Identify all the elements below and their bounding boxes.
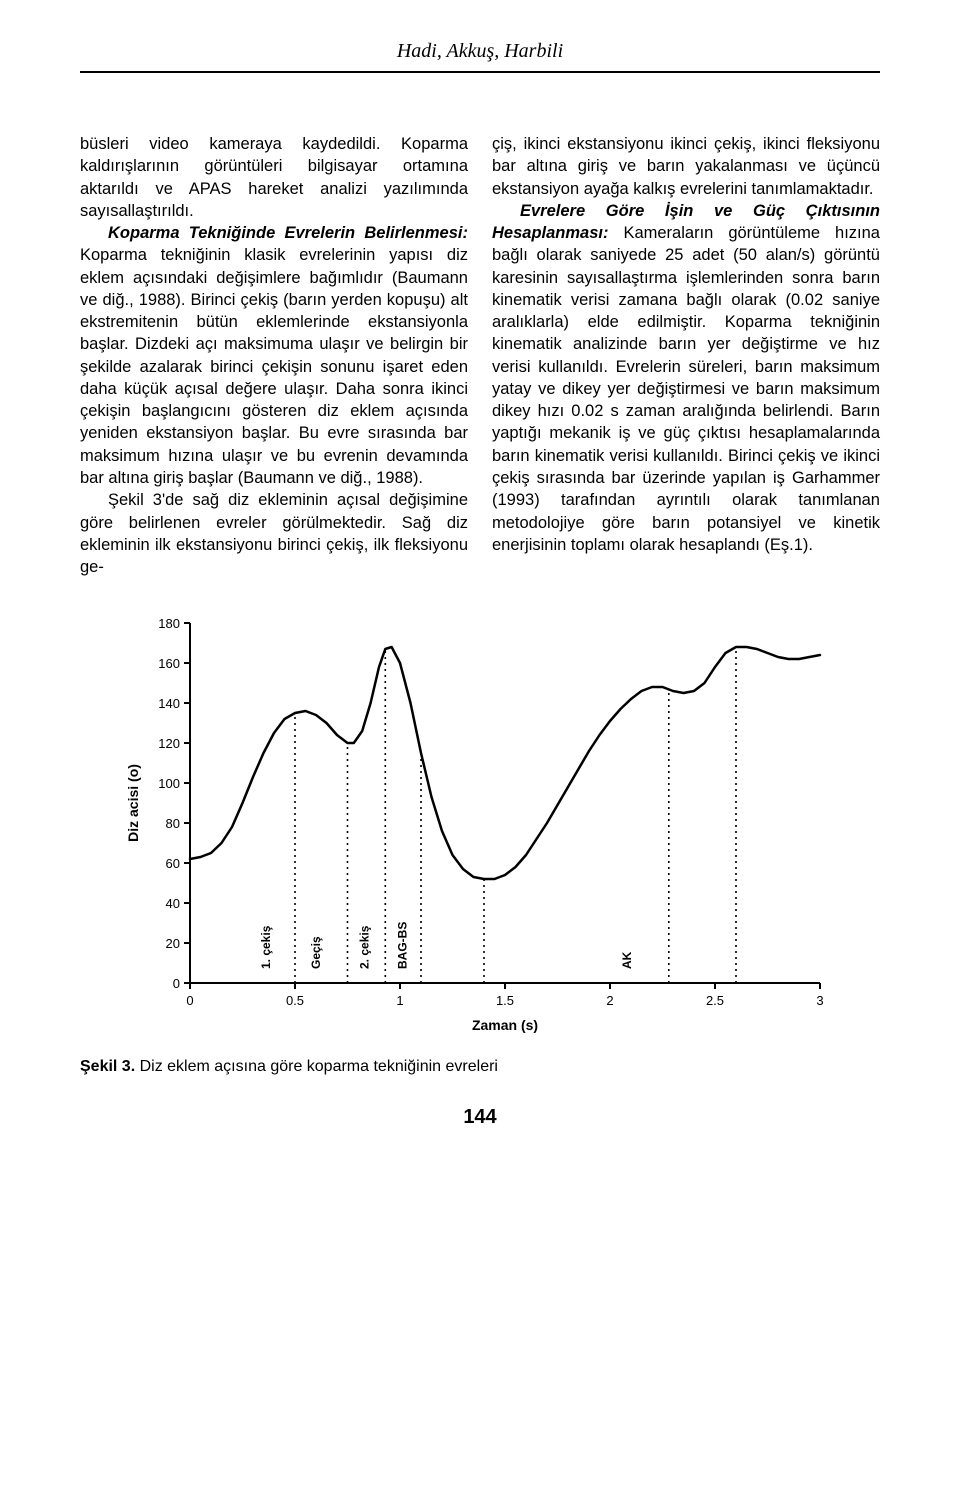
svg-text:60: 60 xyxy=(166,856,180,871)
figure-caption: Şekil 3. Diz eklem açısına göre koparma … xyxy=(80,1058,880,1076)
svg-text:80: 80 xyxy=(166,816,180,831)
svg-text:100: 100 xyxy=(158,776,180,791)
left-column: büsleri video kameraya kaydedildi. Kopar… xyxy=(80,133,468,578)
svg-text:Geçiş: Geçiş xyxy=(309,936,323,969)
svg-text:AK: AK xyxy=(620,952,634,970)
text-run: Koparma tekniğinin klasik evrelerinin ya… xyxy=(80,246,468,487)
bold-heading-run: Koparma Tekniğinde Evrelerin Belirlenmes… xyxy=(108,224,468,242)
text-run: Şekil 3'de sağ diz ekleminin açısal deği… xyxy=(80,491,468,576)
page-number: 144 xyxy=(80,1106,880,1129)
text-run: büsleri video kameraya kaydedildi. Kopar… xyxy=(80,135,468,220)
svg-text:1: 1 xyxy=(396,993,403,1008)
body-columns: büsleri video kameraya kaydedildi. Kopar… xyxy=(80,133,880,578)
figure-3: 0 20 40 60 80 100 120 140 160 180 0 0.5 1 1.5 2 2.5 3 Zam… xyxy=(80,608,880,1038)
svg-text:3: 3 xyxy=(816,993,823,1008)
body-paragraph: çiş, ikinci ekstansiyonu ikinci çekiş, i… xyxy=(492,133,880,200)
body-paragraph: büsleri video kameraya kaydedildi. Kopar… xyxy=(80,133,468,222)
svg-text:0.5: 0.5 xyxy=(286,993,304,1008)
svg-text:1. çekiş: 1. çekiş xyxy=(259,926,273,970)
svg-text:2.5: 2.5 xyxy=(706,993,724,1008)
text-run: çiş, ikinci ekstansiyonu ikinci çekiş, i… xyxy=(492,135,880,198)
svg-text:Diz acisi (o): Diz acisi (o) xyxy=(125,764,141,842)
caption-label: Şekil 3. xyxy=(80,1058,135,1075)
svg-text:2. çekiş: 2. çekiş xyxy=(358,926,372,970)
svg-text:0: 0 xyxy=(186,993,193,1008)
svg-text:0: 0 xyxy=(173,976,180,991)
right-column: çiş, ikinci ekstansiyonu ikinci çekiş, i… xyxy=(492,133,880,578)
svg-text:2: 2 xyxy=(606,993,613,1008)
knee-angle-chart: 0 20 40 60 80 100 120 140 160 180 0 0.5 1 1.5 2 2.5 3 Zam… xyxy=(120,608,840,1038)
caption-text: Diz eklem açısına göre koparma tekniğini… xyxy=(135,1058,498,1075)
body-paragraph: Evrelere Göre İşin ve Güç Çıktısının Hes… xyxy=(492,200,880,556)
svg-text:120: 120 xyxy=(158,736,180,751)
page-header-authors: Hadi, Akkuş, Harbili xyxy=(80,40,880,63)
text-run: Kameraların görüntüleme hızına bağlı ola… xyxy=(492,224,880,554)
svg-text:140: 140 xyxy=(158,696,180,711)
body-paragraph: Koparma Tekniğinde Evrelerin Belirlenmes… xyxy=(80,222,468,489)
svg-text:BAG-BS: BAG-BS xyxy=(395,922,409,969)
svg-text:160: 160 xyxy=(158,656,180,671)
svg-text:180: 180 xyxy=(158,616,180,631)
svg-text:40: 40 xyxy=(166,896,180,911)
svg-text:1.5: 1.5 xyxy=(496,993,514,1008)
header-rule xyxy=(80,71,880,73)
svg-text:20: 20 xyxy=(166,936,180,951)
svg-text:Zaman (s): Zaman (s) xyxy=(472,1017,538,1033)
body-paragraph: Şekil 3'de sağ diz ekleminin açısal deği… xyxy=(80,489,468,578)
